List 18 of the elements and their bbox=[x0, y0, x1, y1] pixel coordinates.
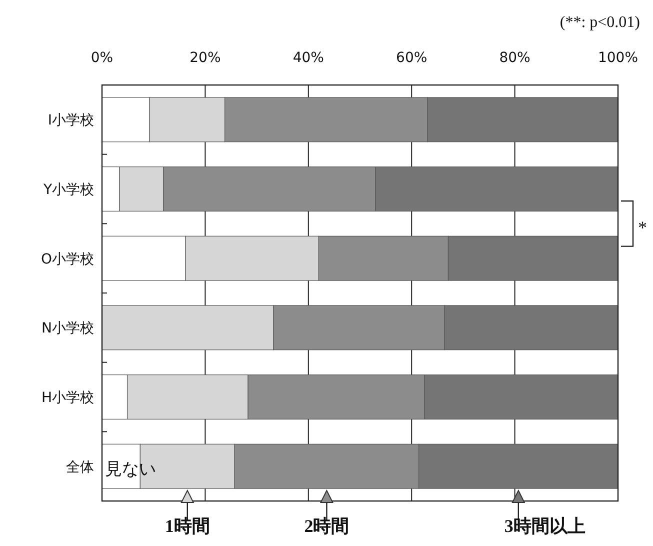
x-tick-label: 80% bbox=[499, 50, 530, 66]
legend-label: 3時間以上 bbox=[504, 516, 586, 536]
legend-label: 1時間 bbox=[164, 516, 210, 536]
y-tick-label: O小学校 bbox=[40, 251, 94, 268]
y-tick-label: 全体 bbox=[66, 459, 94, 476]
y-tick-label: I小学校 bbox=[48, 112, 94, 129]
x-tick-label: 60% bbox=[396, 50, 428, 66]
y-tick-label: Y小学校 bbox=[42, 182, 94, 198]
x-tick-label: 100% bbox=[598, 50, 638, 66]
y-tick-label: N小学校 bbox=[42, 320, 94, 337]
text: (**: p<0.01) bbox=[560, 14, 640, 31]
legend-label: 2時間 bbox=[304, 516, 350, 536]
x-tick-label: 20% bbox=[190, 50, 221, 66]
text: * bbox=[638, 218, 647, 238]
series-label: 見ない bbox=[105, 459, 156, 480]
x-tick-label: 40% bbox=[292, 50, 324, 66]
y-tick-label: H小学校 bbox=[41, 390, 94, 406]
x-tick-label: 0% bbox=[90, 50, 114, 66]
